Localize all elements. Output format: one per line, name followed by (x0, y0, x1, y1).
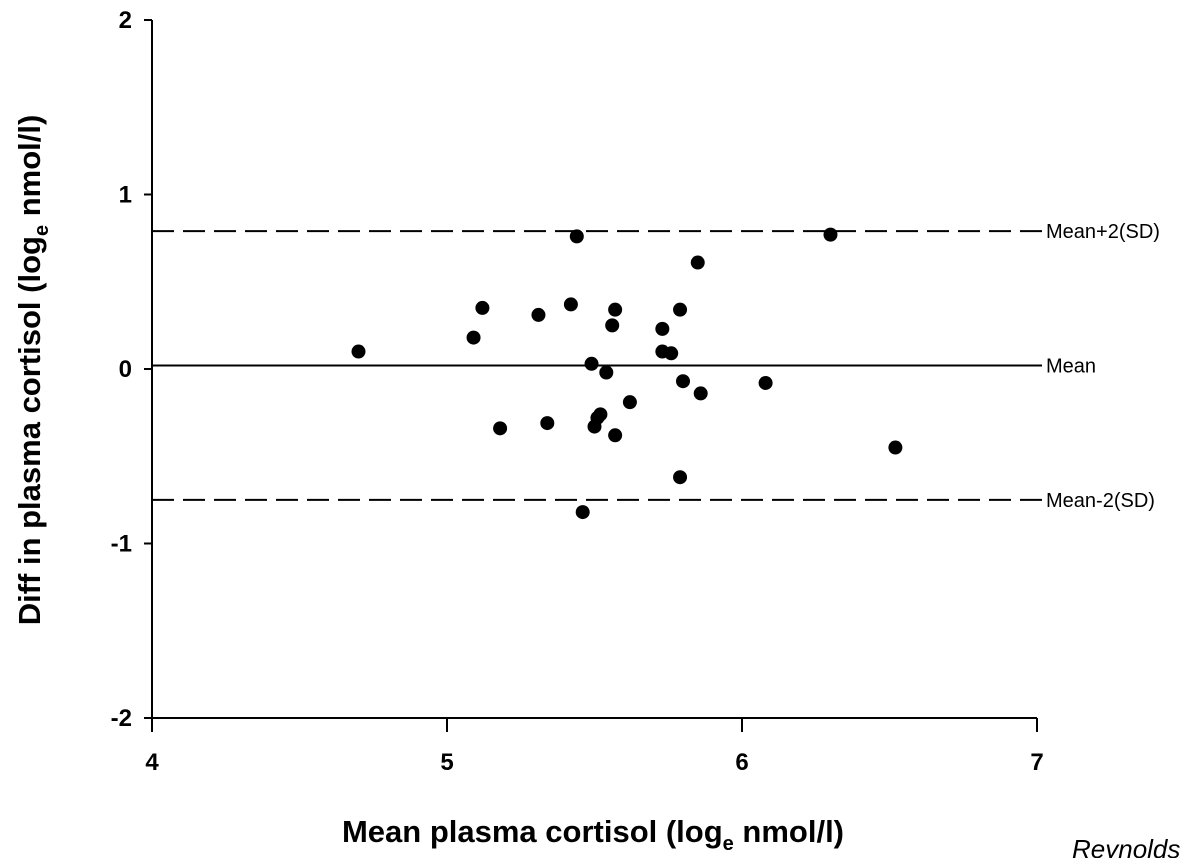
data-point (540, 416, 555, 431)
data-point (351, 344, 366, 359)
data-point (493, 421, 508, 436)
data-point (569, 229, 584, 244)
corner-text: Reynolds (1072, 834, 1180, 858)
data-point (593, 407, 608, 422)
data-point (676, 374, 690, 389)
y-tick-label: 0 (119, 356, 132, 383)
y-axis: -2 -1 0 1 2 (111, 7, 153, 732)
data-point (475, 300, 490, 315)
data-point (690, 255, 705, 270)
data-point (758, 375, 773, 390)
reference-label-mean-2-sd: Mean+2(SD) (1046, 221, 1160, 243)
data-point (622, 395, 637, 410)
reference-lines: Mean+2(SD) Mean Mean-2(SD) (152, 221, 1160, 512)
data-point (575, 505, 590, 520)
y-tick-label: -1 (111, 531, 132, 558)
y-axis-title: Diff in plasma cortisol (loge nmol/l) (12, 115, 53, 626)
x-axis-title: Mean plasma cortisol (loge nmol/l) (342, 814, 844, 855)
data-point (888, 440, 903, 455)
data-point (673, 470, 688, 485)
reference-label-mean-2-sd: Mean-2(SD) (1046, 490, 1155, 512)
data-point (584, 356, 599, 371)
data-point (655, 321, 670, 336)
data-point (605, 318, 620, 333)
x-tick-label: 4 (145, 749, 159, 776)
y-tick-label: 1 (119, 182, 132, 209)
data-point (608, 428, 623, 443)
data-point (608, 302, 623, 317)
data-point (693, 386, 708, 401)
x-axis-title-main: Mean plasma cortisol (log (342, 814, 723, 849)
x-axis-title-tail: nmol/l) (734, 814, 844, 849)
data-point (599, 365, 614, 380)
data-point (531, 307, 546, 322)
y-axis-title-main: Diff in plasma cortisol (log (12, 236, 47, 625)
x-axis: 4 5 6 7 (145, 717, 1044, 776)
data-points (351, 227, 903, 520)
y-tick-label: 2 (119, 7, 132, 34)
data-point (673, 302, 688, 317)
y-axis-title-tail: nmol/l) (12, 115, 47, 225)
data-point (466, 330, 481, 345)
data-point (563, 297, 578, 312)
x-tick-label: 5 (440, 749, 453, 776)
x-tick-label: 6 (735, 749, 748, 776)
y-axis-title-subscript: e (31, 225, 53, 236)
x-tick-label: 7 (1030, 749, 1043, 776)
y-tick-label: -2 (111, 705, 132, 732)
x-axis-title-subscript: e (723, 833, 734, 855)
data-point (823, 227, 838, 242)
data-point (664, 346, 679, 361)
reference-label-mean: Mean (1046, 356, 1096, 378)
